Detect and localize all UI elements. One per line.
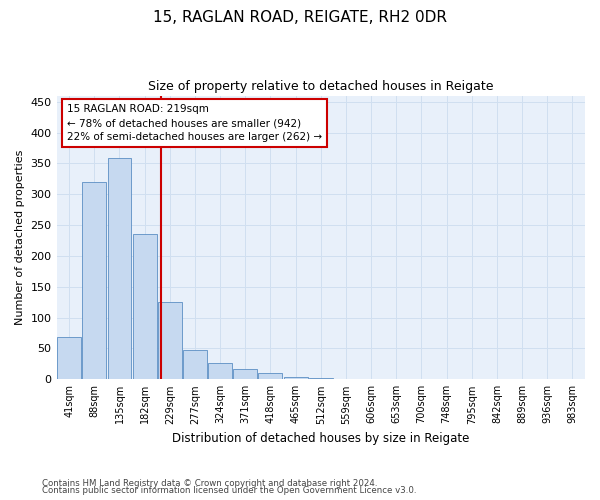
Bar bbox=[57, 338, 81, 380]
Bar bbox=[133, 234, 157, 380]
Text: Contains public sector information licensed under the Open Government Licence v3: Contains public sector information licen… bbox=[42, 486, 416, 495]
Bar bbox=[434, 378, 458, 380]
Bar bbox=[233, 370, 257, 380]
Bar bbox=[107, 158, 131, 380]
Bar bbox=[334, 378, 358, 380]
Bar bbox=[183, 350, 207, 380]
Y-axis label: Number of detached properties: Number of detached properties bbox=[15, 150, 25, 325]
Bar bbox=[208, 364, 232, 380]
Bar bbox=[309, 378, 333, 380]
X-axis label: Distribution of detached houses by size in Reigate: Distribution of detached houses by size … bbox=[172, 432, 469, 445]
Bar bbox=[259, 372, 283, 380]
Bar bbox=[560, 378, 584, 380]
Bar bbox=[82, 182, 106, 380]
Text: 15, RAGLAN ROAD, REIGATE, RH2 0DR: 15, RAGLAN ROAD, REIGATE, RH2 0DR bbox=[153, 10, 447, 25]
Text: Contains HM Land Registry data © Crown copyright and database right 2024.: Contains HM Land Registry data © Crown c… bbox=[42, 478, 377, 488]
Title: Size of property relative to detached houses in Reigate: Size of property relative to detached ho… bbox=[148, 80, 494, 93]
Text: 15 RAGLAN ROAD: 219sqm
← 78% of detached houses are smaller (942)
22% of semi-de: 15 RAGLAN ROAD: 219sqm ← 78% of detached… bbox=[67, 104, 322, 142]
Bar bbox=[158, 302, 182, 380]
Bar bbox=[284, 377, 308, 380]
